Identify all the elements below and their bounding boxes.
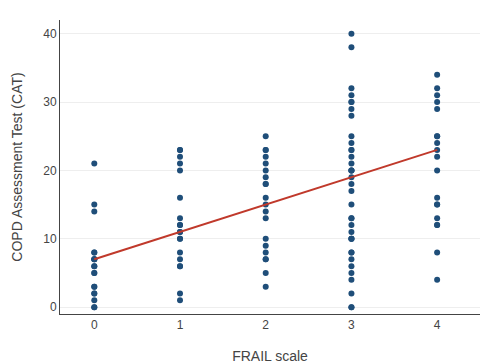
svg-text:4: 4 xyxy=(434,318,441,332)
svg-text:20: 20 xyxy=(43,164,57,178)
svg-text:0: 0 xyxy=(91,318,98,332)
svg-text:10: 10 xyxy=(43,232,57,246)
svg-text:1: 1 xyxy=(177,318,184,332)
svg-text:3: 3 xyxy=(348,318,355,332)
svg-text:2: 2 xyxy=(262,318,269,332)
svg-text:40: 40 xyxy=(43,27,57,41)
svg-text:30: 30 xyxy=(43,95,57,109)
svg-text:COPD Assessment Test (CAT): COPD Assessment Test (CAT) xyxy=(9,72,25,261)
svg-text:0: 0 xyxy=(50,300,57,314)
svg-text:FRAIL scale: FRAIL scale xyxy=(232,348,308,364)
